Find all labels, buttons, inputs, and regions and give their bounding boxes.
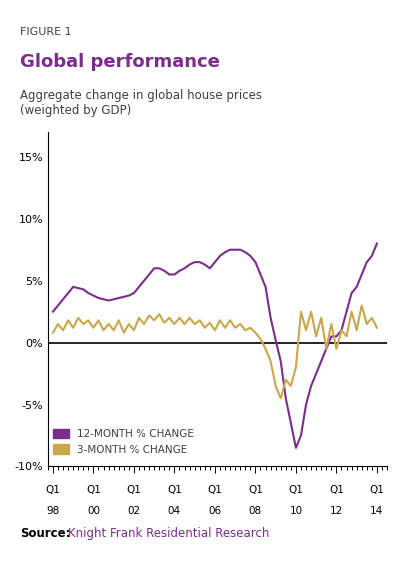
Text: 14: 14 bbox=[370, 506, 383, 516]
Text: 98: 98 bbox=[46, 506, 59, 516]
Text: Q1: Q1 bbox=[288, 485, 303, 495]
Text: Q1: Q1 bbox=[126, 485, 141, 495]
Text: Q1: Q1 bbox=[86, 485, 101, 495]
Text: 06: 06 bbox=[208, 506, 221, 516]
Text: Q1: Q1 bbox=[369, 485, 384, 495]
Text: 08: 08 bbox=[249, 506, 262, 516]
Text: Q1: Q1 bbox=[167, 485, 182, 495]
Text: Q1: Q1 bbox=[329, 485, 344, 495]
Text: 04: 04 bbox=[168, 506, 181, 516]
Text: Q1: Q1 bbox=[45, 485, 60, 495]
Text: FIGURE 1: FIGURE 1 bbox=[20, 27, 71, 37]
Text: Global performance: Global performance bbox=[20, 53, 220, 71]
Legend: 12-MONTH % CHANGE, 3-MONTH % CHANGE: 12-MONTH % CHANGE, 3-MONTH % CHANGE bbox=[53, 429, 194, 455]
Text: Source:: Source: bbox=[20, 527, 71, 541]
Text: Q1: Q1 bbox=[207, 485, 222, 495]
Text: Q1: Q1 bbox=[248, 485, 263, 495]
Text: 12: 12 bbox=[330, 506, 343, 516]
Text: Aggregate change in global house prices
(weighted by GDP): Aggregate change in global house prices … bbox=[20, 89, 262, 117]
Text: Knight Frank Residential Research: Knight Frank Residential Research bbox=[68, 527, 269, 541]
Text: 10: 10 bbox=[289, 506, 302, 516]
Text: 02: 02 bbox=[127, 506, 140, 516]
Text: 00: 00 bbox=[87, 506, 100, 516]
